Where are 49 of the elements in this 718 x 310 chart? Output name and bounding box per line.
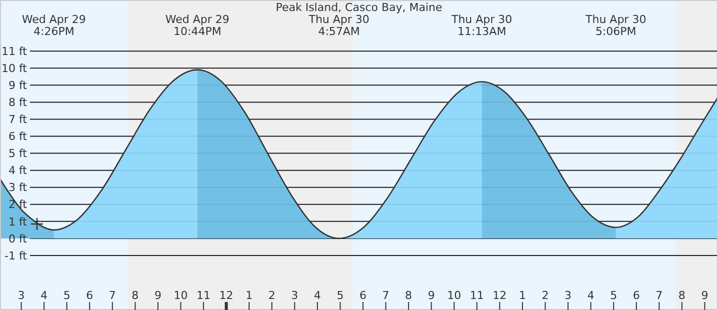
annotation: Thu Apr 30 4:57AM bbox=[308, 13, 370, 38]
x-tick-label: 10 bbox=[447, 289, 462, 302]
y-tick-label: 8 ft bbox=[8, 96, 28, 110]
y-tick-label: -1 ft bbox=[4, 249, 28, 262]
annotation: Thu Apr 30 5:06PM bbox=[584, 13, 646, 38]
x-tick-label: 7 bbox=[382, 289, 390, 302]
y-tick-label: 10 ft bbox=[2, 62, 28, 75]
x-tick-label: 5 bbox=[336, 289, 344, 302]
x-tick-label: 11 bbox=[196, 289, 211, 302]
x-tick-label: 3 bbox=[564, 289, 572, 302]
x-tick-label: 1 bbox=[246, 289, 253, 302]
x-tick-label: 5 bbox=[63, 289, 70, 302]
x-tick-label: 6 bbox=[86, 289, 94, 302]
x-tick-label: 3 bbox=[291, 289, 298, 302]
x-tick-label: 7 bbox=[656, 289, 663, 302]
x-tick-label: 10 bbox=[174, 289, 188, 302]
y-tick-label: 7 ft bbox=[8, 113, 28, 126]
y-tick-label: 9 ft bbox=[8, 79, 28, 92]
x-tick-label: 1 bbox=[518, 289, 526, 302]
annotation: Thu Apr 30 11:13AM bbox=[450, 13, 512, 38]
y-tick-label: 1 ft bbox=[8, 215, 28, 228]
x-tick-label: 12 bbox=[492, 289, 507, 302]
x-tick-label: 8 bbox=[132, 289, 139, 302]
y-tick-label: 2 ft bbox=[8, 198, 28, 212]
x-tick-label: 7 bbox=[108, 289, 116, 302]
x-tick-label: 2 bbox=[268, 289, 276, 302]
y-tick-label: 6 ft bbox=[8, 130, 28, 144]
x-tick-label: 4 bbox=[314, 289, 321, 302]
chart-title: Peak Island, Casco Bay, Maine bbox=[276, 1, 443, 14]
x-tick-label: 8 bbox=[405, 289, 412, 302]
x-tick-label: 9 bbox=[701, 289, 708, 302]
y-tick-label: 5 ft bbox=[8, 147, 28, 160]
x-tick-label: 3 bbox=[18, 289, 25, 302]
x-tick-label: 4 bbox=[587, 289, 594, 302]
y-tick-label: 3 ft bbox=[8, 181, 28, 194]
x-tick-label: 9 bbox=[154, 289, 162, 302]
x-tick-label: 4 bbox=[40, 289, 48, 302]
x-tick-label: 2 bbox=[542, 289, 549, 302]
y-tick-label: 4 ft bbox=[8, 164, 28, 178]
x-tick-label: 6 bbox=[632, 289, 640, 302]
annotation: Wed Apr 29 10:44PM bbox=[165, 13, 230, 38]
x-tick-label: 6 bbox=[359, 289, 366, 302]
x-tick-label: 12 bbox=[219, 289, 234, 302]
y-tick-label: 11 ft bbox=[2, 44, 28, 58]
x-tick-label: 9 bbox=[428, 289, 435, 302]
x-tick-label: 5 bbox=[610, 289, 618, 302]
x-tick-label: 11 bbox=[470, 289, 484, 302]
annotation: Wed Apr 29 4:26PM bbox=[22, 13, 86, 38]
x-tick-label: 8 bbox=[678, 289, 686, 302]
